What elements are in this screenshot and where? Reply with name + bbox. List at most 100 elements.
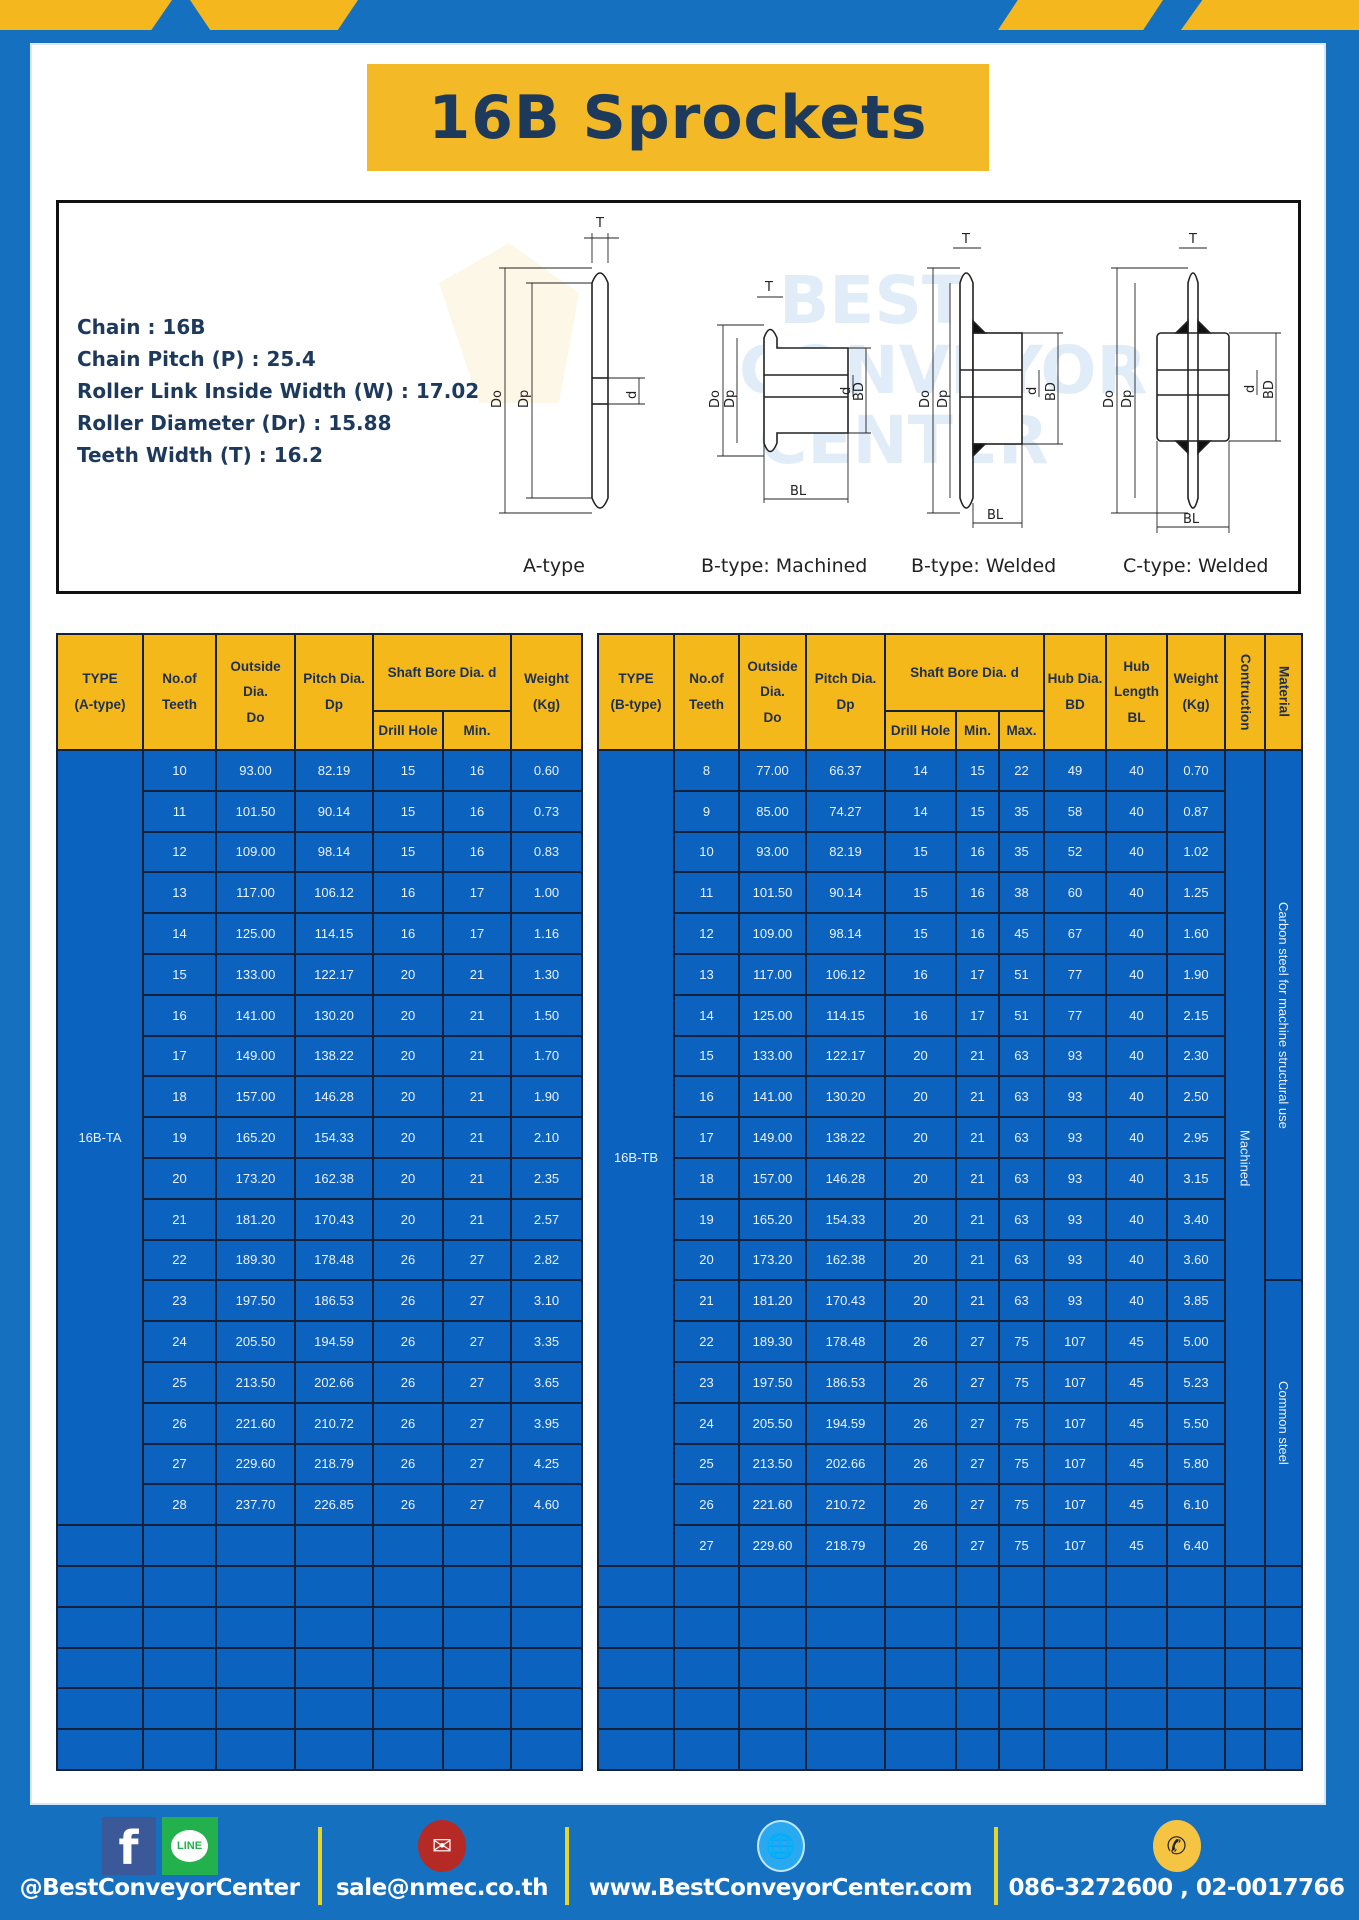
dim-label-t: T	[595, 216, 604, 231]
teeth-cell: 23	[673, 1360, 740, 1404]
empty-cell	[673, 1728, 740, 1771]
phone-numbers[interactable]: 086-3272600 , 02-0017766	[1008, 1875, 1345, 1901]
empty-cell	[998, 1687, 1045, 1731]
label-b-machined: B-type: Machined	[701, 555, 868, 577]
drill-hole-cell: 20	[372, 993, 444, 1037]
empty-row	[597, 1564, 1303, 1608]
hub-dia-cell: 93	[1043, 1075, 1107, 1119]
phone-icon[interactable]: ✆	[1152, 1820, 1201, 1872]
teeth-cell: 18	[142, 1075, 217, 1119]
facebook-icon[interactable]: f	[101, 1817, 156, 1875]
empty-cell	[1224, 1728, 1266, 1771]
pitch-dia-cell: 98.14	[294, 830, 374, 874]
pitch-dia-cell: 226.85	[294, 1483, 374, 1527]
pitch-dia-cell: 146.28	[294, 1075, 374, 1119]
pitch-dia-cell: 162.38	[294, 1156, 374, 1200]
material-cell: Common steel	[1264, 1279, 1303, 1567]
hub-length-cell: 40	[1105, 1279, 1168, 1323]
material-cell: Carbon steel for machine structural use	[1264, 748, 1303, 1282]
empty-cell	[1264, 1728, 1303, 1771]
min-bore-cell: 16	[441, 830, 513, 874]
empty-cell	[142, 1524, 217, 1567]
teeth-cell: 11	[142, 789, 217, 833]
pitch-dia-cell: 122.17	[805, 1034, 886, 1078]
website-link[interactable]: www.BestConveyorCenter.com	[588, 1875, 973, 1901]
dim-label-do: Do	[490, 390, 505, 408]
website-contact[interactable]: 🌐 www.BestConveyorCenter.com	[588, 1805, 973, 1920]
min-bore-cell: 21	[441, 1034, 513, 1078]
hub-dia-cell: 93	[1043, 1116, 1107, 1159]
line-icon[interactable]: LINE	[161, 1817, 218, 1875]
drill-hole-cell: 26	[884, 1524, 957, 1567]
table-row: 12 109.00 98.14 15 16 0.83	[57, 830, 584, 874]
weight-cell: 3.35	[510, 1320, 584, 1363]
drill-hole-cell: 20	[372, 1075, 444, 1119]
empty-cell	[372, 1524, 444, 1567]
empty-cell	[294, 1564, 374, 1608]
email-contact[interactable]: ✉ sale@nmec.co.th	[335, 1805, 549, 1920]
weight-cell: 2.15	[1166, 993, 1226, 1037]
hub-length-cell: 40	[1105, 871, 1168, 915]
header-min: Min.	[441, 710, 513, 751]
table-row: 13 117.00 106.12 16 17 1.00	[57, 871, 584, 915]
empty-cell	[1043, 1687, 1107, 1731]
label-a-type: A-type	[523, 555, 585, 577]
drill-hole-cell: 26	[372, 1238, 444, 1282]
globe-icon[interactable]: 🌐	[756, 1820, 805, 1872]
empty-cell	[372, 1605, 444, 1649]
drill-hole-cell: 26	[884, 1401, 957, 1445]
construction-cell: Machined	[1224, 749, 1266, 1567]
social-contact[interactable]: f LINE @BestConveyorCenter	[19, 1805, 300, 1920]
teeth-cell: 12	[673, 912, 740, 955]
drill-hole-cell: 26	[884, 1442, 957, 1486]
drill-hole-cell: 26	[372, 1360, 444, 1404]
weight-cell: 5.50	[1166, 1401, 1226, 1445]
outside-dia-cell: 173.20	[215, 1156, 296, 1200]
table-row: 19 165.20 154.33 20 21 2.10	[57, 1116, 584, 1159]
dim-label-d: d	[1025, 387, 1040, 395]
hub-length-cell: 40	[1105, 749, 1168, 792]
teeth-cell: 27	[142, 1442, 217, 1486]
min-bore-cell: 27	[441, 1483, 513, 1527]
teeth-cell: 27	[673, 1524, 740, 1567]
weight-cell: 0.70	[1166, 749, 1226, 792]
drill-hole-cell: 16	[884, 952, 957, 996]
empty-cell	[142, 1605, 217, 1649]
pitch-dia-cell: 154.33	[805, 1197, 886, 1241]
dim-label-dp: Dp	[1120, 390, 1135, 408]
email-link[interactable]: sale@nmec.co.th	[335, 1875, 549, 1901]
empty-cell	[673, 1687, 740, 1731]
min-bore-cell: 21	[955, 1075, 1000, 1119]
dim-label-do: Do	[918, 390, 933, 408]
spec-teeth-width: Teeth Width (T) : 16.2	[77, 443, 324, 467]
type-cell: 16B-TA	[56, 748, 144, 1527]
empty-cell	[1166, 1728, 1226, 1771]
drill-hole-cell: 20	[884, 1034, 957, 1078]
table-row: 19 165.20 154.33 20 21 63 93 40 3.40	[598, 1197, 1302, 1241]
outside-dia-cell: 181.20	[738, 1279, 807, 1323]
empty-cell	[142, 1646, 217, 1690]
empty-cell	[1043, 1728, 1107, 1771]
empty-cell	[1224, 1646, 1266, 1690]
empty-cell	[884, 1646, 957, 1690]
contact-footer: f LINE @BestConveyorCenter ✉ sale@nmec.c…	[0, 1805, 1359, 1920]
hub-length-cell: 40	[1105, 1034, 1168, 1078]
teeth-cell: 9	[673, 789, 740, 833]
outside-dia-cell: 117.00	[738, 952, 807, 996]
phone-contact[interactable]: ✆ 086-3272600 , 02-0017766	[1009, 1805, 1345, 1920]
min-bore-cell: 27	[955, 1320, 1000, 1363]
min-bore-cell: 27	[955, 1442, 1000, 1486]
social-handle[interactable]: @BestConveyorCenter	[19, 1875, 300, 1901]
max-bore-cell: 35	[998, 789, 1045, 833]
empty-cell	[215, 1687, 296, 1731]
header-teeth: No.of Teeth	[673, 633, 740, 751]
hub-length-cell: 40	[1105, 1116, 1168, 1159]
min-bore-cell: 27	[441, 1320, 513, 1363]
drill-hole-cell: 26	[884, 1360, 957, 1404]
mail-icon[interactable]: ✉	[418, 1820, 466, 1872]
weight-cell: 1.60	[1166, 912, 1226, 955]
pitch-dia-cell: 218.79	[805, 1524, 886, 1567]
pitch-dia-cell: 98.14	[805, 912, 886, 955]
drill-hole-cell: 20	[372, 1156, 444, 1200]
outside-dia-cell: 149.00	[738, 1116, 807, 1159]
